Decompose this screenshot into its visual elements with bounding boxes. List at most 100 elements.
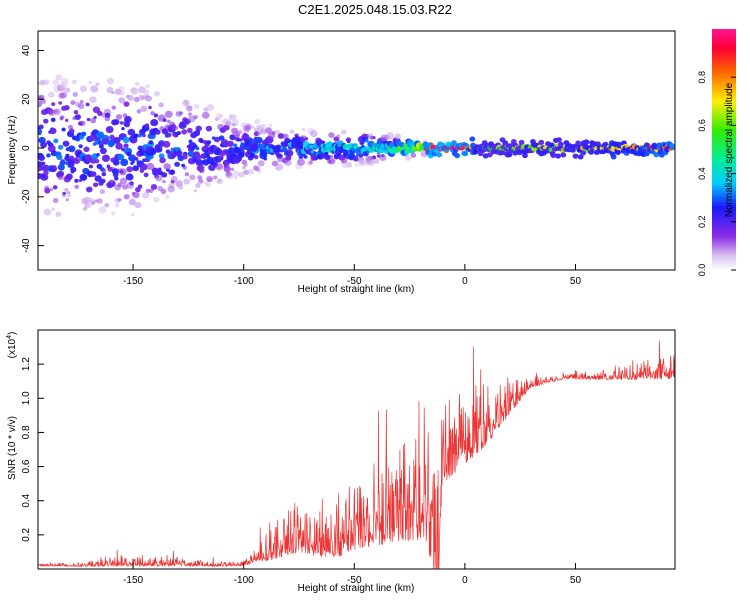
spectrogram-x-tick-label: 50 (570, 276, 582, 287)
heatmap-cell (74, 114, 82, 120)
heatmap-cell (64, 187, 69, 192)
heatmap-cell (158, 153, 165, 159)
snr-x-label: Height of straight line (km) (298, 583, 415, 594)
heatmap-cell (52, 165, 57, 170)
heatmap-cell (89, 96, 97, 103)
heatmap-cell (257, 169, 261, 173)
heatmap-cell (90, 171, 97, 177)
heatmap-cell (68, 124, 73, 130)
heatmap-cell (201, 111, 210, 119)
heatmap-cell (106, 86, 114, 94)
heatmap-cell (81, 131, 87, 137)
heatmap-cell (670, 144, 675, 150)
heatmap-cell (486, 152, 493, 158)
heatmap-cell (94, 159, 100, 164)
heatmap-cell (239, 138, 243, 142)
heatmap-cell (232, 170, 240, 177)
heatmap-cell (247, 169, 255, 175)
snr-y-tick-label: 0.2 (21, 527, 32, 541)
spectrogram-x-axis: -150 -100 -50 0 50 (123, 264, 581, 287)
heatmap-cell (153, 196, 160, 203)
heatmap-cell (70, 166, 77, 173)
spectrogram-y-label: Frequency (Hz) (7, 116, 18, 185)
heatmap-cell (111, 168, 120, 175)
heatmap-cell (161, 172, 168, 178)
heatmap-cell (65, 153, 70, 158)
heatmap-cell (142, 192, 150, 199)
heatmap-cell (137, 184, 143, 189)
heatmap-cell (353, 156, 359, 162)
heatmap-cell (72, 92, 78, 97)
heatmap-cell (254, 136, 263, 144)
heatmap-cell (195, 125, 202, 132)
heatmap-cell (100, 178, 106, 184)
heatmap-cell (451, 140, 457, 146)
heatmap-cell (121, 127, 125, 131)
heatmap-cell (109, 134, 115, 140)
heatmap-cell (355, 153, 360, 157)
snr-x-tick-label: 50 (570, 575, 582, 586)
heatmap-cell (40, 141, 47, 149)
heatmap-cell (162, 180, 166, 184)
heatmap-cell (113, 119, 120, 125)
heatmap-cell (169, 169, 175, 175)
heatmap-cell (372, 136, 376, 140)
heatmap-cell (179, 111, 184, 115)
heatmap-cell (134, 157, 139, 161)
heatmap-cell (148, 105, 152, 110)
heatmap-cell (38, 128, 43, 135)
heatmap-cell (583, 139, 590, 145)
colorbar-tick-label: 0.4 (697, 167, 707, 180)
heatmap-cell (70, 100, 76, 105)
heatmap-cell (57, 174, 64, 180)
heatmap-cell (38, 155, 45, 161)
heatmap-cell (285, 155, 292, 161)
heatmap-cell (301, 127, 306, 132)
heatmap-cell (65, 173, 73, 180)
heatmap-cell (99, 147, 107, 155)
heatmap-cell (304, 137, 309, 141)
snr-frame (37, 329, 676, 570)
heatmap-cell (104, 203, 110, 208)
heatmap-cell (86, 186, 93, 193)
heatmap-cell (336, 134, 341, 139)
heatmap-cell (558, 141, 564, 147)
spectrogram-y-tick-label: -20 (21, 189, 32, 204)
heatmap-cell (112, 159, 120, 166)
heatmap-cell (175, 150, 183, 157)
heatmap-cell (55, 211, 62, 217)
heatmap-cell (42, 79, 50, 86)
heatmap-cell (213, 136, 220, 143)
heatmap-cell (94, 175, 102, 182)
heatmap-cell (395, 133, 402, 140)
heatmap-cell (243, 132, 247, 136)
heatmap-cell (251, 125, 255, 129)
heatmap-cell (83, 196, 91, 204)
heatmap-cell (176, 131, 181, 135)
snr-x-tick-label: -150 (123, 575, 143, 586)
heatmap-cell (109, 179, 114, 184)
heatmap-cell (38, 81, 40, 86)
heatmap-cell (237, 151, 245, 158)
heatmap-cell (132, 165, 139, 172)
heatmap-cell (119, 121, 124, 125)
heatmap-cell (225, 171, 232, 177)
heatmap-cell (324, 151, 329, 156)
heatmap-cell (201, 153, 207, 159)
heatmap-cell (88, 204, 93, 208)
heatmap-cell (148, 148, 157, 156)
heatmap-cell (196, 155, 202, 160)
heatmap-cell (588, 149, 594, 155)
heatmap-cell (253, 155, 259, 160)
heatmap-cell (275, 144, 282, 150)
heatmap-cell (53, 108, 61, 116)
heatmap-cell (60, 81, 68, 89)
heatmap-cell (119, 177, 128, 185)
heatmap-cell (90, 85, 99, 93)
heatmap-cell (91, 201, 96, 206)
heatmap-cell (134, 81, 140, 86)
snr-y-tick-label: 1.2 (21, 357, 32, 371)
heatmap-cell (477, 150, 484, 157)
heatmap-cell (49, 127, 57, 135)
heatmap-cell (159, 157, 166, 164)
